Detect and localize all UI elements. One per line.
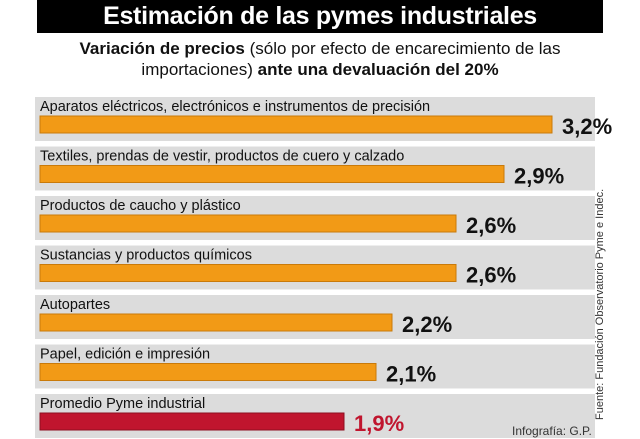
value-label: 2,6% [466, 263, 516, 288]
category-label: Papel, edición e impresión [40, 347, 210, 363]
category-label: Aparatos eléctricos, electrónicos e inst… [40, 99, 430, 115]
bar [39, 214, 457, 233]
category-label: Sustancias y productos químicos [40, 248, 252, 264]
bar [39, 264, 457, 282]
chart-subtitle: Variación de precios (sólo por efecto de… [40, 38, 600, 80]
subtitle-bold-part-2: ante una devaluación del 20% [257, 60, 499, 79]
bar [39, 165, 505, 183]
value-label: 2,9% [514, 164, 564, 189]
chart-title: Estimación de las pymes industriales [37, 0, 603, 33]
subtitle-bold-part-1: Variación de precios [79, 39, 245, 58]
category-label: Productos de caucho y plástico [40, 198, 241, 214]
category-label: Textiles, prendas de vestir, productos d… [40, 149, 404, 165]
subtitle-normal-part: (sólo por efecto de encarecimiento de la… [141, 39, 561, 79]
value-label: 1,9% [354, 411, 404, 436]
bar [39, 313, 393, 332]
bar [39, 363, 377, 381]
infographic-credit: Infografía: G.P. [512, 424, 592, 438]
value-label: 2,1% [386, 362, 436, 387]
category-label: Autopartes [40, 297, 110, 313]
value-label: 2,2% [402, 312, 452, 337]
source-note: Fuente: Fundación Observatorio Pyme e In… [594, 188, 606, 420]
value-label: 2,6% [466, 213, 516, 238]
bar [39, 115, 553, 134]
category-label: Promedio Pyme industrial [40, 396, 205, 412]
highlight-bar [39, 412, 345, 431]
value-label: 3,2% [562, 114, 612, 139]
